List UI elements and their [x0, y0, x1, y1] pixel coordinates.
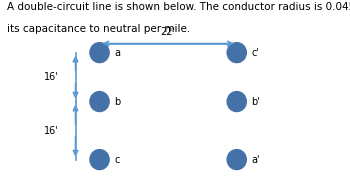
Text: a': a' [252, 155, 260, 165]
Text: 16': 16' [44, 126, 58, 136]
Ellipse shape [90, 92, 109, 112]
Text: 22': 22' [161, 27, 176, 37]
Text: c': c' [252, 48, 259, 58]
Ellipse shape [227, 92, 246, 112]
Text: a: a [114, 48, 120, 58]
Text: A double-circuit line is shown below. The conductor radius is 0.0452 ft. Determi: A double-circuit line is shown below. Th… [7, 2, 350, 12]
Ellipse shape [227, 43, 246, 63]
Text: b': b' [252, 97, 260, 107]
Ellipse shape [90, 150, 109, 169]
Text: its capacitance to neutral per mile.: its capacitance to neutral per mile. [7, 24, 190, 34]
Text: b: b [114, 97, 120, 107]
Ellipse shape [227, 150, 246, 169]
Text: 16': 16' [44, 72, 58, 82]
Text: c: c [114, 155, 120, 165]
Ellipse shape [90, 43, 109, 63]
